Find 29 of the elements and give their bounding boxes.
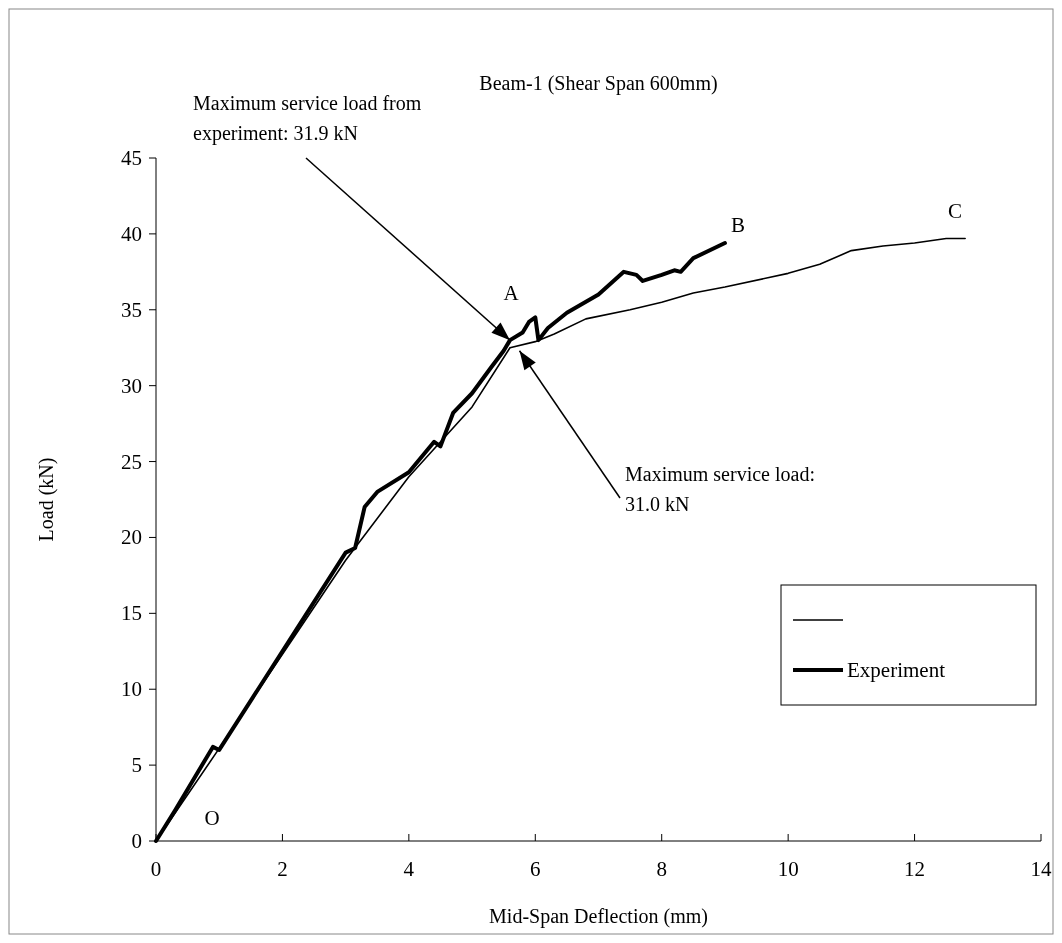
- y-tick-label: 25: [121, 449, 142, 474]
- annotation: C: [947, 199, 963, 223]
- x-axis-title: Mid-Span Deflection (mm): [489, 905, 708, 928]
- legend: Experiment: [780, 584, 1037, 706]
- legend-label: Experiment: [847, 658, 946, 682]
- x-tick-label: 2: [277, 857, 288, 881]
- x-tick-label: 0: [150, 857, 162, 881]
- annotation: Maximum service load: 31.0 kN: [625, 463, 815, 515]
- annotation: A: [503, 281, 520, 305]
- x-tick-label: 4: [403, 857, 415, 881]
- x-tick-label: 8: [656, 857, 667, 881]
- chart-title: Beam-1 (Shear Span 600mm): [479, 72, 718, 95]
- y-axis-title: Load (kN): [35, 457, 58, 542]
- y-tick-label: 40: [121, 221, 142, 246]
- x-tick-label: 10: [777, 857, 799, 881]
- y-tick-label: 45: [121, 146, 142, 170]
- y-tick-label: 15: [121, 601, 142, 626]
- annotation: O: [204, 806, 220, 830]
- annotation: Maximum service load from experiment: 31.9 kN: [193, 92, 422, 145]
- x-tick-label: 14: [1030, 857, 1052, 881]
- y-tick-label: 5: [131, 753, 142, 778]
- x-tick-label: 12: [904, 857, 926, 881]
- y-tick-label: 30: [121, 373, 142, 398]
- x-tick-label: 6: [530, 857, 541, 881]
- y-tick-label: 0: [131, 829, 142, 853]
- y-tick-label: 20: [121, 525, 142, 550]
- y-tick-label: 10: [121, 677, 142, 702]
- annotation: B: [730, 213, 746, 237]
- y-tick-label: 35: [121, 297, 142, 322]
